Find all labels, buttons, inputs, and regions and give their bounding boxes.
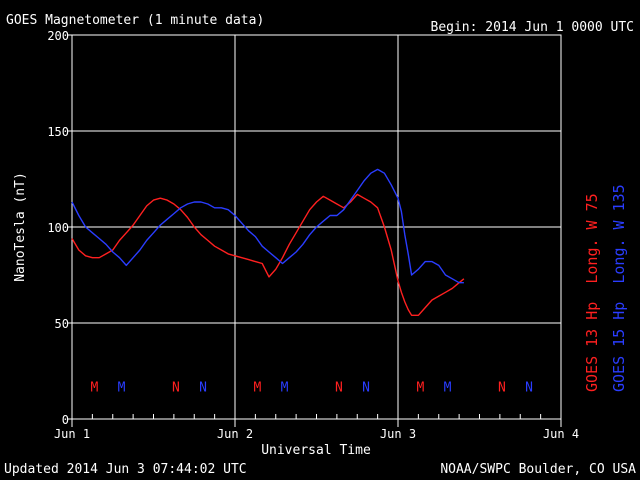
y-axis-label: NanoTesla (nT)	[13, 172, 28, 282]
begin-time: Begin: 2014 Jun 1 0000 UTC	[431, 20, 635, 35]
x-axis-label: Universal Time	[261, 443, 371, 458]
credit: NOAA/SWPC Boulder, CO USA	[440, 462, 636, 477]
marker-m: M	[444, 380, 452, 395]
updated-time: Updated 2014 Jun 3 07:44:02 UTC	[4, 462, 247, 477]
marker-n: N	[498, 380, 506, 395]
x-axis: Jun 1 Jun 2 Jun 3 Jun 4	[54, 414, 579, 441]
y-axis: 0 50 100 150 200	[47, 29, 72, 427]
legend: GOES 13 Hp Long. W 75 GOES 15 Hp Long. W …	[583, 184, 628, 392]
marker-n: N	[199, 380, 207, 395]
y-tick-label: 50	[55, 317, 69, 331]
y-tick-label: 200	[47, 29, 69, 43]
marker-n: N	[362, 380, 370, 395]
y-tick-label: 100	[47, 221, 69, 235]
x-tick-label: Jun 4	[543, 427, 579, 441]
y-tick-label: 0	[62, 413, 69, 427]
marker-m: M	[416, 380, 424, 395]
x-tick-label: Jun 2	[217, 427, 253, 441]
marker-n: N	[335, 380, 343, 395]
marker-m: M	[118, 380, 126, 395]
marker-n: N	[172, 380, 180, 395]
marker-m: M	[253, 380, 261, 395]
x-tick-label: Jun 3	[380, 427, 416, 441]
y-tick-label: 150	[47, 125, 69, 139]
chart-title: GOES Magnetometer (1 minute data)	[6, 13, 264, 28]
legend-goes15: GOES 15 Hp Long. W 135	[610, 184, 628, 392]
goes13-series-line	[71, 193, 465, 316]
grid-lines	[72, 35, 561, 419]
x-tick-label: Jun 1	[54, 427, 90, 441]
data-series	[71, 168, 465, 316]
legend-goes13: GOES 13 Hp Long. W 75	[583, 193, 601, 392]
marker-m: M	[281, 380, 289, 395]
goes15-series-line	[71, 168, 464, 284]
marker-n: N	[525, 380, 533, 395]
marker-m: M	[90, 380, 98, 395]
